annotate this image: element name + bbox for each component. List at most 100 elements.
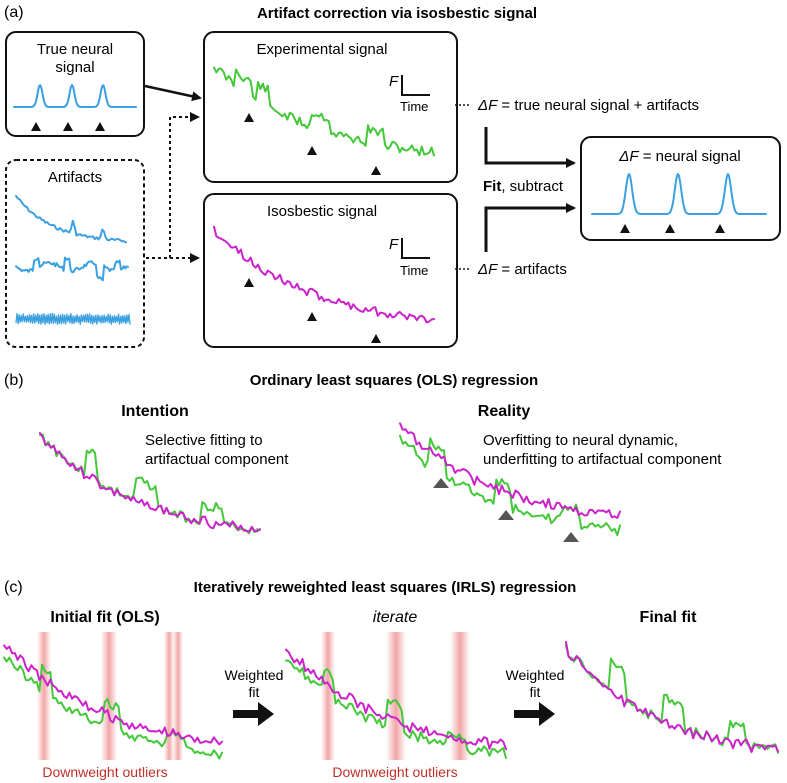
experimental-axis-time: Time xyxy=(400,99,428,114)
experimental-scale-bar xyxy=(401,75,430,96)
isosbestic-trace xyxy=(565,641,779,753)
weighted-fit-label-1-line1: Weighted xyxy=(225,667,284,683)
reality-title: Reality xyxy=(478,403,531,420)
artifacts-to-experimental-arrow xyxy=(146,112,200,259)
outlier-band xyxy=(173,632,183,760)
artifact-trace-motion xyxy=(15,256,129,282)
fit-arrow-top xyxy=(484,127,576,168)
final-fit-plot xyxy=(565,641,779,754)
experimental-title: Experimental signal xyxy=(257,41,388,58)
isosbestic-trace xyxy=(399,422,621,519)
artifacts-box xyxy=(5,159,145,348)
panel-c-title: Iteratively reweighted least squares (IR… xyxy=(194,579,577,596)
fit-arrow-bottom xyxy=(484,203,576,252)
artifacts-title: Artifacts xyxy=(48,169,102,186)
outlier-bands-iterate xyxy=(321,632,470,760)
experimental-trace xyxy=(39,433,261,535)
peak-marker xyxy=(371,334,381,343)
intention-desc-line1: Selective fitting to xyxy=(145,432,263,449)
panel-a-title: Artifact correction via isosbestic signa… xyxy=(257,5,537,22)
isosbestic-title: Isosbestic signal xyxy=(267,203,377,220)
peak-marker xyxy=(63,122,73,131)
true-neural-trace xyxy=(13,84,137,108)
reality-gray-arrows xyxy=(433,478,579,556)
experimental-trace xyxy=(213,66,435,157)
initial-fit-title: Initial fit (OLS) xyxy=(50,609,159,626)
outlier-bands-initial xyxy=(37,632,183,760)
true-neural-title-line1: True neural xyxy=(37,41,113,58)
isosbestic-equation-rest: = artifacts xyxy=(497,261,567,278)
weighted-fit-arrow-2 xyxy=(514,702,555,726)
weighted-fit-label-2-line1: Weighted xyxy=(506,667,565,683)
panel-b-label: (b) xyxy=(4,372,24,389)
fit-rest: , subtract xyxy=(501,178,564,195)
experimental-trace xyxy=(565,644,779,754)
delta-f-symbol-2: ΔF xyxy=(477,261,498,278)
outlier-band xyxy=(321,632,335,760)
experimental-axis-f: F xyxy=(389,73,399,90)
peak-marker xyxy=(665,224,675,233)
peak-marker xyxy=(31,122,41,131)
fit-bold: Fit xyxy=(483,178,501,195)
reality-desc-line2: underfitting to artifactual component xyxy=(483,451,722,468)
isosbestic-scale-bar xyxy=(401,238,430,259)
outlier-band xyxy=(164,632,174,760)
peak-marker xyxy=(371,166,381,175)
experimental-trace xyxy=(3,656,223,760)
gray-arrowhead-1 xyxy=(433,478,449,488)
isosbestic-trace xyxy=(3,644,223,746)
delta-f-symbol: ΔF xyxy=(477,97,498,114)
gray-arrowhead-3 xyxy=(563,532,579,542)
weighted-fit-label-2-line2: fit xyxy=(530,684,541,700)
weighted-fit-arrow-1 xyxy=(233,702,274,726)
peak-marker xyxy=(244,278,254,287)
initial-fit-plot xyxy=(3,644,223,760)
final-fit-title: Final fit xyxy=(640,609,698,626)
peak-markers xyxy=(31,113,725,343)
fit-subtract-label: Fit, subtract xyxy=(483,178,564,195)
panel-b-title: Ordinary least squares (OLS) regression xyxy=(250,372,538,389)
reality-plot xyxy=(399,422,621,537)
outlier-band xyxy=(37,632,51,760)
intention-title: Intention xyxy=(121,403,189,420)
outlier-band xyxy=(450,632,470,760)
neural-result-trace xyxy=(591,173,767,215)
gray-arrowhead-2 xyxy=(498,510,514,520)
weighted-fit-label-1-line2: fit xyxy=(249,684,260,700)
neural-to-experimental-arrow xyxy=(144,84,202,102)
experimental-box xyxy=(203,31,458,183)
isosbestic-axis-f: F xyxy=(389,236,399,253)
experimental-equation-rest: = true neural signal + artifacts xyxy=(497,97,699,114)
intention-desc-line2: artifactual component xyxy=(145,451,289,468)
peak-marker xyxy=(307,146,317,155)
isosbestic-axis-time: Time xyxy=(400,263,428,278)
experimental-trace xyxy=(399,434,621,537)
outlier-band xyxy=(386,632,406,760)
downweight-label-initial: Downweight outliers xyxy=(42,764,167,780)
isosbestic-trace xyxy=(213,225,435,324)
true-neural-title-line2: signal xyxy=(55,59,94,76)
reality-desc-line1: Overfitting to neural dynamic, xyxy=(483,432,678,449)
iterate-title: iterate xyxy=(373,609,418,626)
isosbestic-equation: ΔF = artifacts xyxy=(477,261,567,278)
peak-marker xyxy=(244,113,254,122)
outlier-band xyxy=(101,632,117,760)
neural-result-title: ΔF = neural signal xyxy=(618,148,740,165)
experimental-equation: ΔF = true neural signal + artifacts xyxy=(477,97,699,114)
true-neural-box xyxy=(5,31,145,137)
peak-marker xyxy=(715,224,725,233)
iterate-plot xyxy=(285,648,507,759)
isosbestic-trace xyxy=(39,432,261,533)
peak-marker xyxy=(620,224,630,233)
intention-plot xyxy=(39,432,261,535)
delta-f-symbol-3: ΔF xyxy=(618,148,639,165)
peak-marker xyxy=(95,122,105,131)
isosbestic-trace xyxy=(285,648,507,751)
downweight-label-iterate: Downweight outliers xyxy=(332,764,457,780)
neural-result-rest: = neural signal xyxy=(639,148,741,165)
panel-c-label: (c) xyxy=(4,579,23,596)
artifact-trace-decay xyxy=(15,195,127,244)
isosbestic-box xyxy=(203,193,458,348)
